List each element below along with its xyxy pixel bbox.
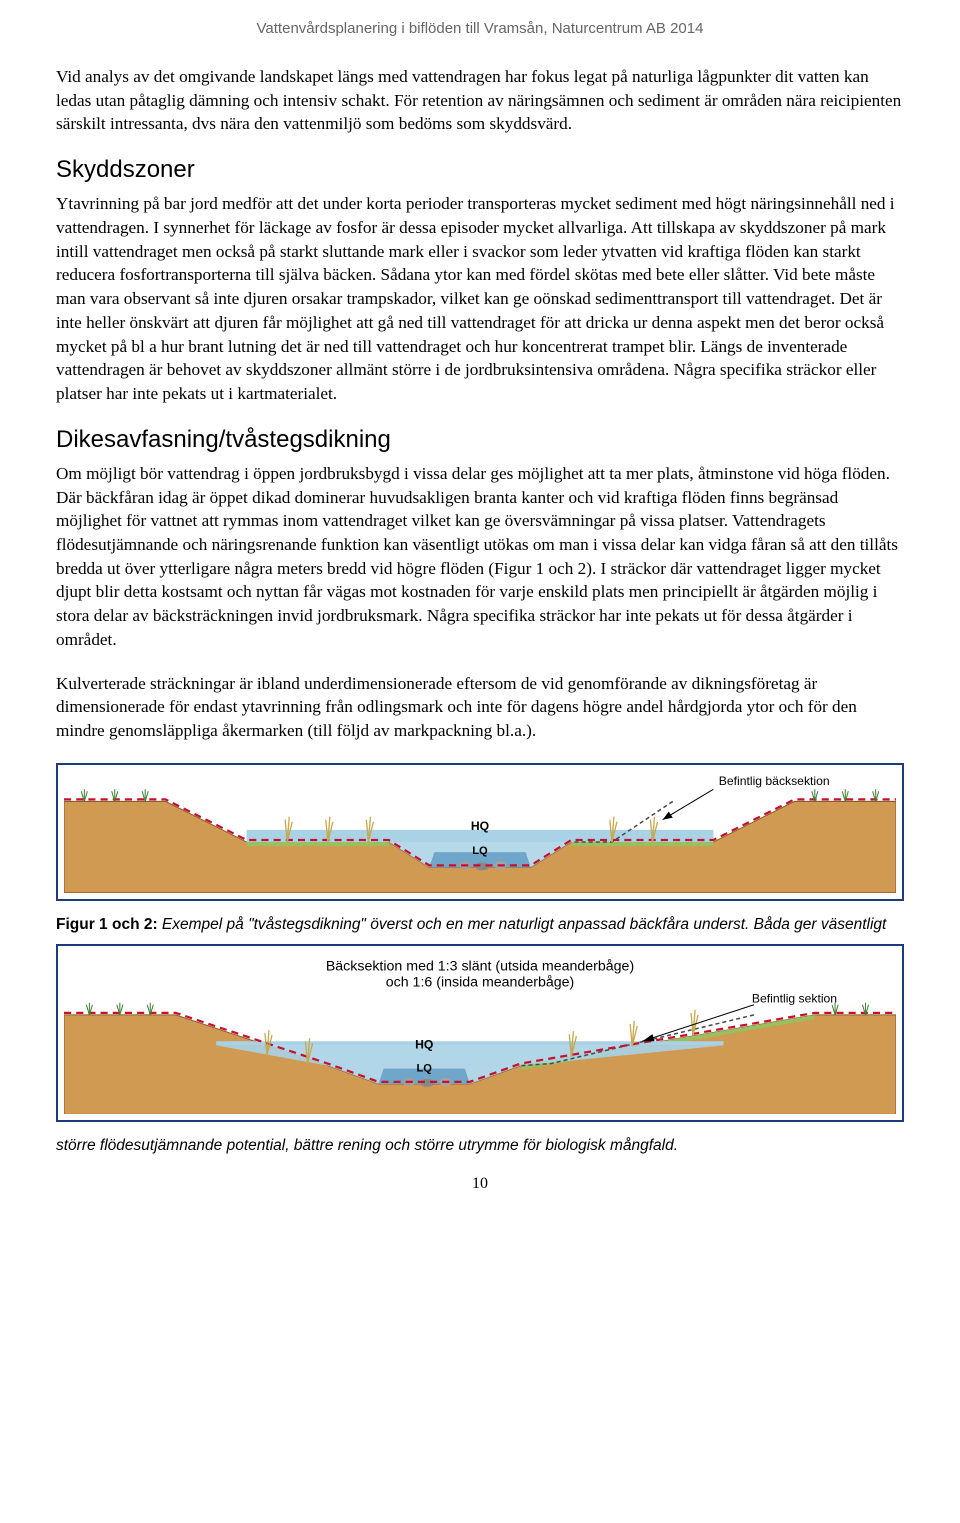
- figure-2: Bäcksektion med 1:3 slänt (utsida meande…: [56, 944, 904, 1122]
- figure-caption-1: Figur 1 och 2: Exempel på "tvåstegsdikni…: [56, 915, 904, 936]
- dikes-paragraph-2: Kulverterade sträckningar är ibland unde…: [56, 672, 904, 743]
- skyddszoner-paragraph: Ytavrinning på bar jord medför att det u…: [56, 192, 904, 406]
- figure2-title-line1: Bäcksektion med 1:3 slänt (utsida meande…: [326, 958, 634, 974]
- page-number: 10: [56, 1175, 904, 1193]
- figure-1-svg: HQ LQ Befintlig bäcksektion: [64, 771, 896, 893]
- figure1-lq-label: LQ: [472, 845, 488, 857]
- caption-rest: Exempel på "tvåstegsdikning" överst och …: [158, 916, 887, 933]
- caption-bottom-text: större flödesutjämnande potential, bättr…: [56, 1137, 678, 1154]
- figure-2-svg: Bäcksektion med 1:3 slänt (utsida meande…: [64, 952, 896, 1114]
- figure2-hq-label: HQ: [415, 1037, 433, 1051]
- heading-dikesavfasning: Dikesavfasning/tvåstegsdikning: [56, 426, 904, 454]
- figure-1: HQ LQ Befintlig bäcksektion: [56, 763, 904, 901]
- page-container: Vattenvårdsplanering i biflöden till Vra…: [0, 0, 960, 1213]
- figure1-hq-label: HQ: [471, 819, 489, 833]
- figure2-lq-label: LQ: [416, 1062, 432, 1074]
- intro-paragraph: Vid analys av det omgivande landskapet l…: [56, 65, 904, 136]
- heading-skyddszoner: Skyddszoner: [56, 156, 904, 184]
- dikes-paragraph-1: Om möjligt bör vattendrag i öppen jordbr…: [56, 462, 904, 652]
- figure-caption-bottom: större flödesutjämnande potential, bättr…: [56, 1136, 904, 1157]
- figure2-existing-label: Befintlig sektion: [752, 991, 837, 1005]
- figure1-existing-label: Befintlig bäcksektion: [719, 774, 830, 788]
- caption-lead: Figur 1 och 2:: [56, 916, 158, 933]
- running-header: Vattenvårdsplanering i biflöden till Vra…: [56, 20, 904, 37]
- figure2-title-line2: och 1:6 (insida meanderbåge): [386, 974, 575, 990]
